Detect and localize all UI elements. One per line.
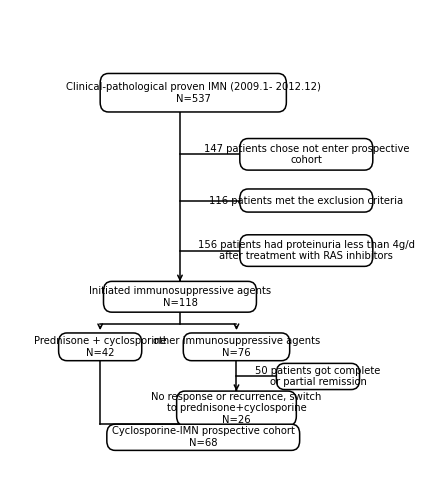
FancyBboxPatch shape (103, 282, 257, 312)
FancyBboxPatch shape (240, 235, 373, 266)
FancyBboxPatch shape (183, 333, 290, 360)
Text: 116 patients met the exclusion criteria: 116 patients met the exclusion criteria (209, 196, 403, 205)
Text: Clinical-pathological proven IMN (2009.1- 2012.12)
N=537: Clinical-pathological proven IMN (2009.1… (66, 82, 321, 104)
FancyBboxPatch shape (107, 424, 300, 450)
FancyBboxPatch shape (276, 364, 360, 390)
Text: other immunosuppressive agents
N=76: other immunosuppressive agents N=76 (153, 336, 320, 357)
FancyBboxPatch shape (59, 333, 142, 360)
Text: Prednisone + cyclosporine
N=42: Prednisone + cyclosporine N=42 (34, 336, 166, 357)
FancyBboxPatch shape (240, 138, 373, 170)
Text: 50 patients got complete
or partial remission: 50 patients got complete or partial remi… (255, 366, 381, 388)
Text: 156 patients had proteinuria less than 4g/d
after treatment with RAS inhibitors: 156 patients had proteinuria less than 4… (198, 240, 415, 262)
Text: 147 patients chose not enter prospective
cohort: 147 patients chose not enter prospective… (203, 144, 409, 165)
Text: No response or recurrence, switch
to prednisone+cyclosporine
N=26: No response or recurrence, switch to pre… (151, 392, 322, 425)
Text: Cyclosporine-IMN prospective cohort
N=68: Cyclosporine-IMN prospective cohort N=68 (112, 426, 295, 448)
FancyBboxPatch shape (100, 74, 286, 112)
Text: Initiated immunosuppressive agents
N=118: Initiated immunosuppressive agents N=118 (89, 286, 271, 308)
FancyBboxPatch shape (240, 189, 373, 212)
FancyBboxPatch shape (177, 391, 296, 426)
